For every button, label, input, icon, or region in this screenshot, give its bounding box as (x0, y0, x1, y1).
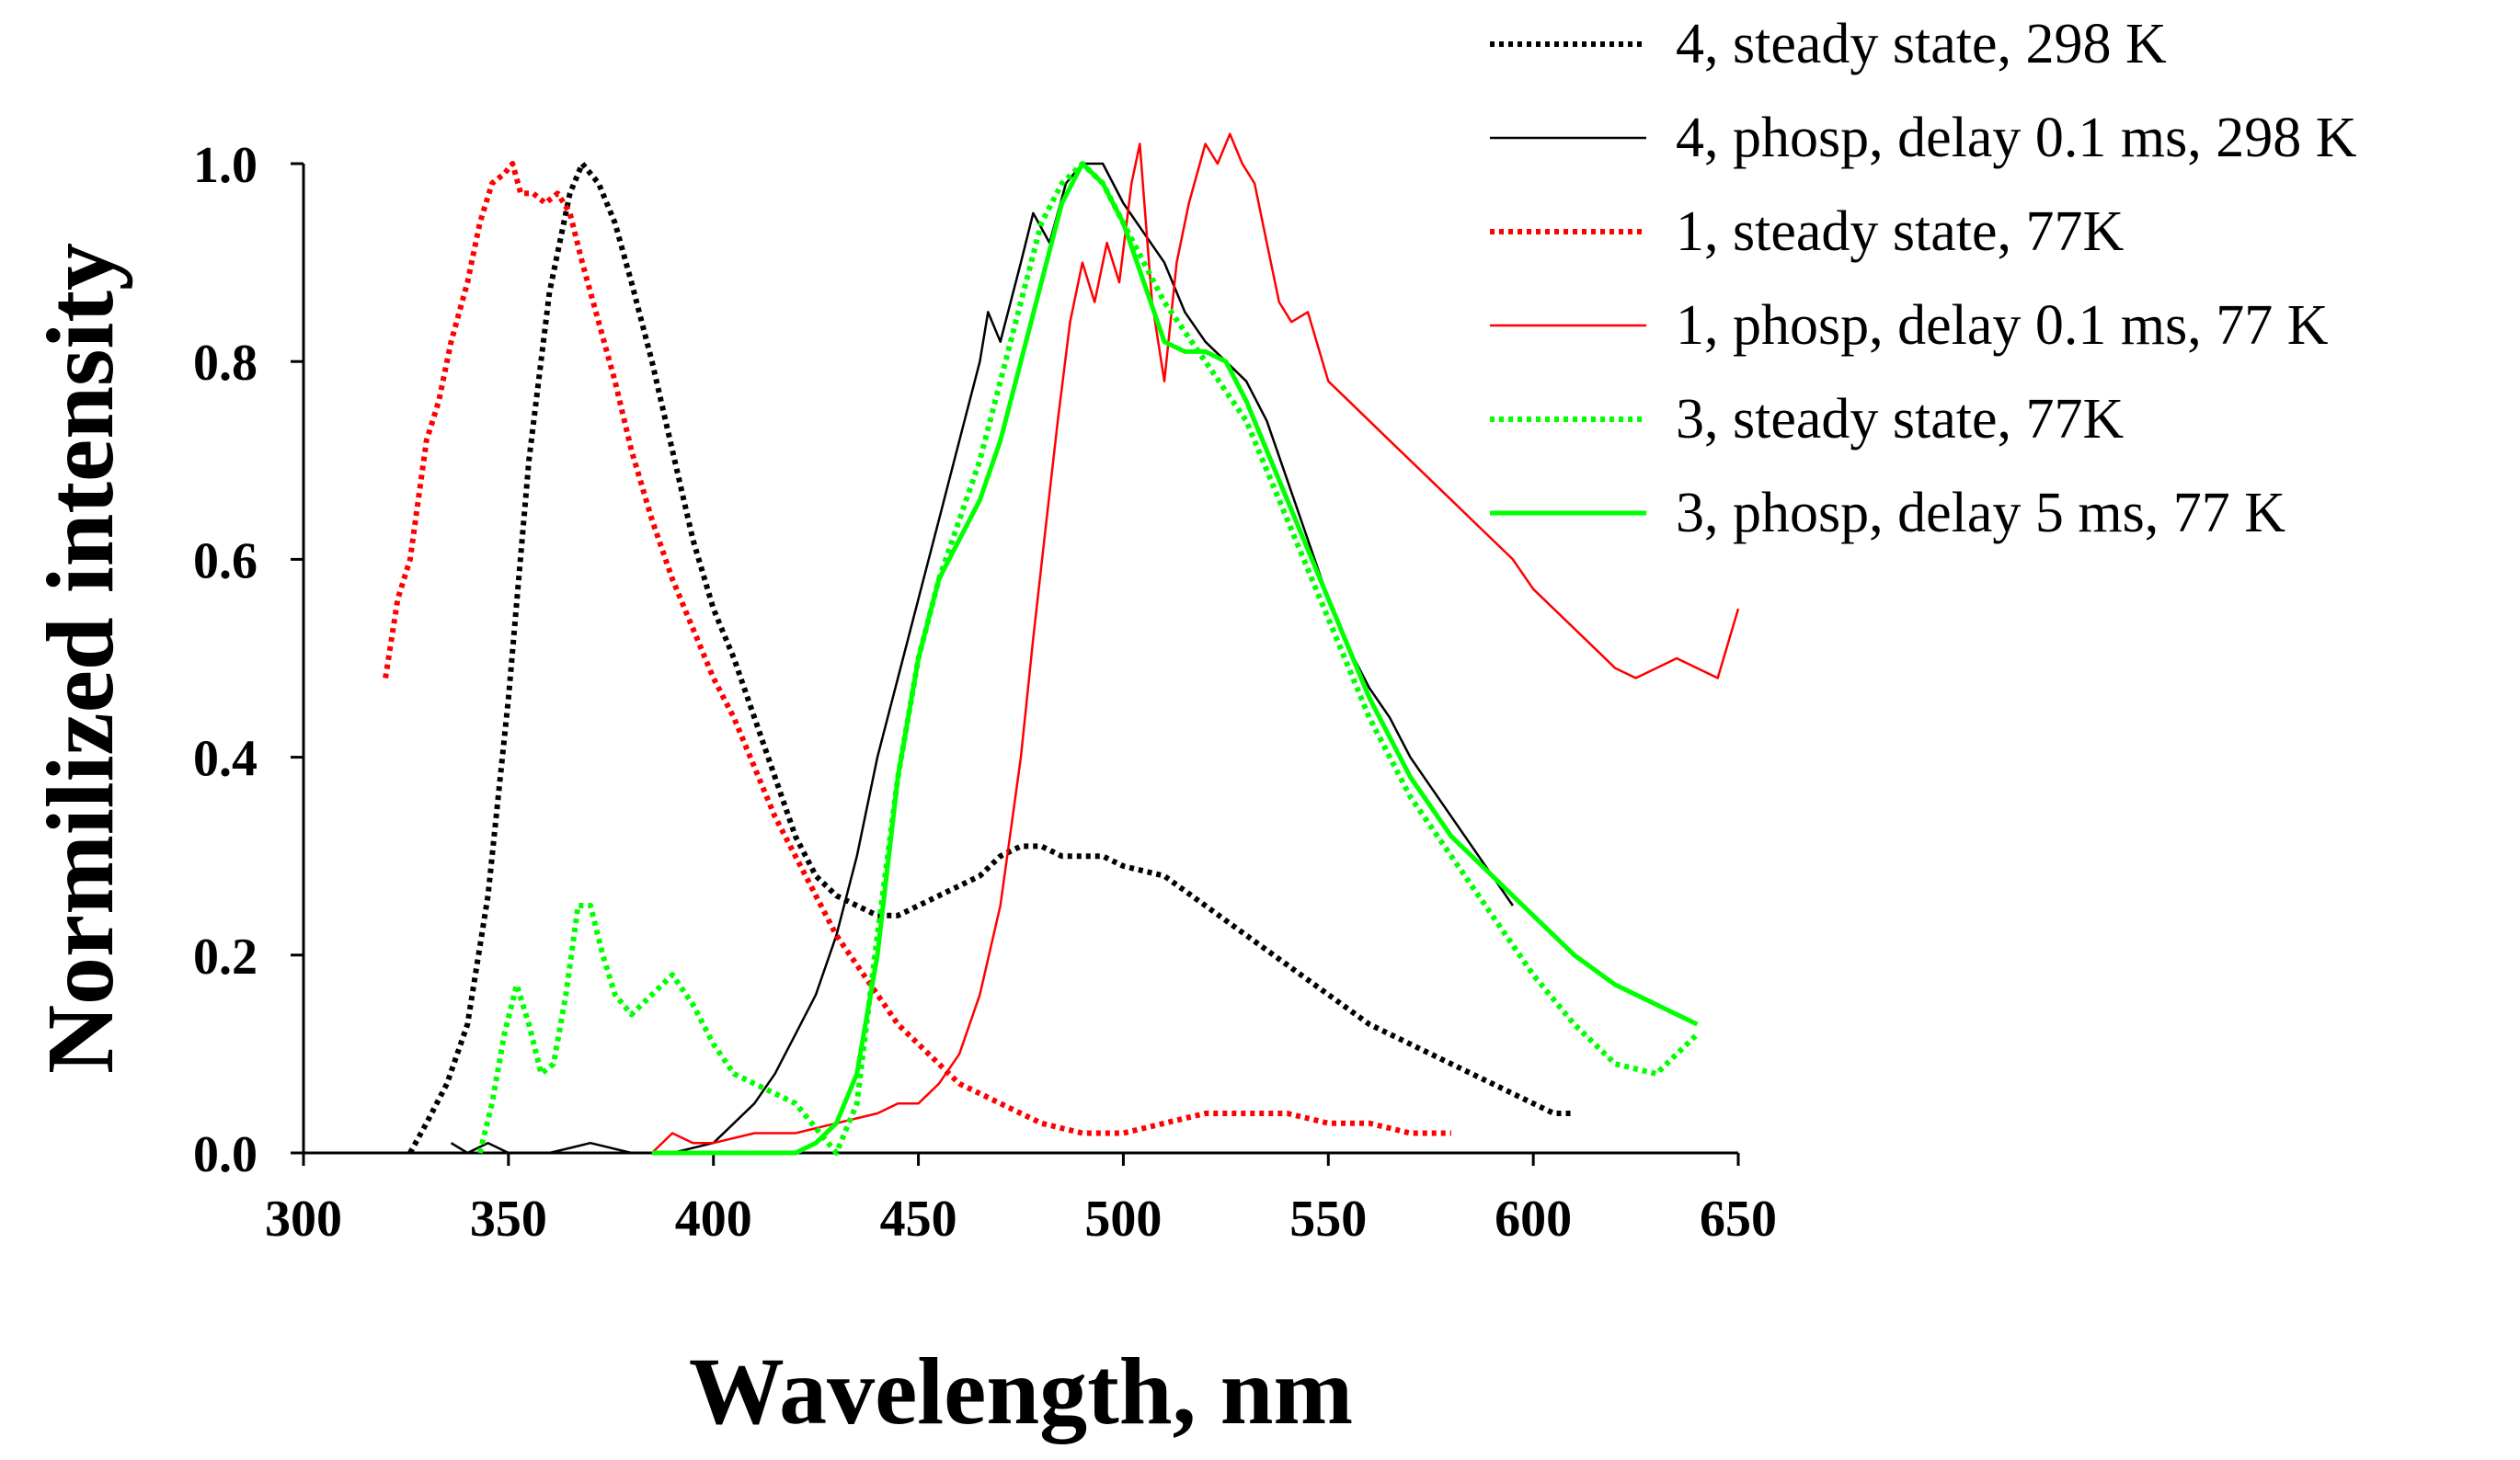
y-axis-title: Normilized intensity (28, 243, 133, 1074)
y-tick-label: 0.2 (193, 929, 258, 986)
series-line-1 (407, 161, 1575, 1155)
legend-label-2: 4, phosp, delay 0.1 ms, 298 K (1676, 107, 2357, 169)
x-tick-label: 650 (1700, 1191, 1777, 1248)
x-tick-label: 350 (470, 1191, 547, 1248)
x-tick-label: 550 (1289, 1191, 1367, 1248)
y-ticks: 0.0 0.2 0.4 0.6 0.8 1.0 (193, 137, 304, 1183)
x-tick-label: 400 (675, 1191, 752, 1248)
series-line-4 (651, 132, 1740, 1154)
legend-label-4: 1, phosp, delay 0.1 ms, 77 K (1676, 294, 2329, 357)
legend-label-6: 3, phosp, delay 5 ms, 77 K (1676, 482, 2285, 544)
series-line-3 (383, 161, 1451, 1136)
series-layer (383, 132, 1740, 1156)
x-tick-label: 450 (880, 1191, 957, 1248)
legend-label-1: 4, steady state, 298 K (1676, 13, 2167, 75)
x-ticks: 300 350 400 450 500 550 600 650 (265, 1153, 1777, 1248)
y-tick-label: 0.0 (193, 1126, 258, 1183)
y-tick-label: 1.0 (193, 137, 258, 194)
x-tick-label: 500 (1084, 1191, 1162, 1248)
y-tick-label: 0.6 (193, 532, 258, 589)
x-tick-label: 600 (1495, 1191, 1572, 1248)
x-tick-label: 300 (265, 1191, 342, 1248)
series-line-5 (476, 161, 1700, 1156)
y-tick-label: 0.8 (193, 335, 258, 392)
x-axis-title: Wavelength, nm (689, 1339, 1353, 1444)
series-line-6 (651, 161, 1699, 1156)
legend-label-3: 1, steady state, 77K (1676, 200, 2125, 263)
legend: 4, steady state, 298 K 4, phosp, delay 0.… (1490, 13, 2357, 544)
legend-label-5: 3, steady state, 77K (1676, 388, 2125, 451)
y-tick-label: 0.4 (193, 731, 258, 788)
